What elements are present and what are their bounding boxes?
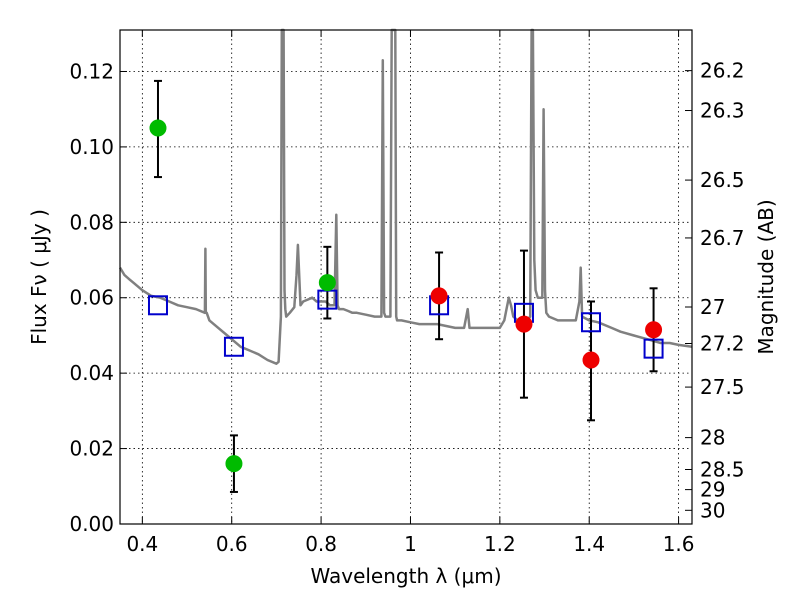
model-square-point: [581, 312, 602, 333]
magnitude-tick-label: 26.2: [700, 59, 745, 83]
y-axis-title: Flux Fν ( μJy ): [27, 209, 51, 345]
x-tick-label: 1: [404, 532, 417, 556]
model-square-point: [643, 338, 664, 359]
x-tick-label: 1.4: [573, 532, 605, 556]
observed-circle-point: [318, 274, 336, 292]
y-tick-label: 0.04: [69, 361, 114, 385]
x-axis-ticks: 0.4 0.6 0.8 1 1.2 1.4 1.6: [126, 30, 695, 556]
model-spectrum-line: [118, 28, 693, 365]
magnitude-tick-label: 27.2: [700, 332, 745, 356]
model-square-point: [147, 295, 168, 316]
magnitude-tick-label: 27: [700, 295, 725, 319]
x-axis-title: Wavelength λ (μm): [310, 564, 501, 588]
magnitude-axis-title: Magnitude (AB): [754, 199, 778, 354]
x-tick-label: 0.8: [305, 532, 337, 556]
observed-circle-point: [645, 321, 663, 339]
magnitude-tick-label: 29: [700, 478, 725, 502]
x-tick-label: 1.2: [484, 532, 516, 556]
observed-circle-point: [515, 315, 533, 333]
observed-circle-point: [430, 287, 448, 305]
plot-frame: [119, 29, 693, 525]
y-tick-label: 0.06: [69, 286, 114, 310]
magnitude-tick-label: 26.3: [700, 99, 745, 123]
observed-circle-point: [582, 351, 600, 369]
magnitude-tick-label: 26.5: [700, 168, 745, 192]
y-tick-label: 0.12: [69, 59, 114, 83]
y-tick-label: 0.10: [69, 135, 114, 159]
y-tick-label: 0.00: [69, 512, 114, 536]
observed-circle-point: [149, 119, 167, 137]
y-axis-ticks: 0.00 0.02 0.04 0.06 0.08 0.10 0.12: [69, 59, 127, 536]
model-square-point: [223, 336, 244, 357]
observed-circle-point: [225, 455, 243, 473]
y-tick-label: 0.02: [69, 437, 114, 461]
x-tick-label: 0.4: [126, 532, 158, 556]
magnitude-tick-label: 28: [700, 426, 725, 450]
magnitude-tick-label: 27.5: [700, 375, 745, 399]
x-tick-label: 1.6: [663, 532, 695, 556]
spectrum-layer: [118, 28, 693, 365]
data-points: [147, 119, 664, 473]
magnitude-tick-label: 26.7: [700, 226, 745, 250]
x-tick-label: 0.6: [216, 532, 248, 556]
magnitude-tick-label: 28.5: [700, 457, 745, 481]
y-tick-label: 0.08: [69, 210, 114, 234]
magnitude-tick-label: 30: [700, 498, 725, 522]
